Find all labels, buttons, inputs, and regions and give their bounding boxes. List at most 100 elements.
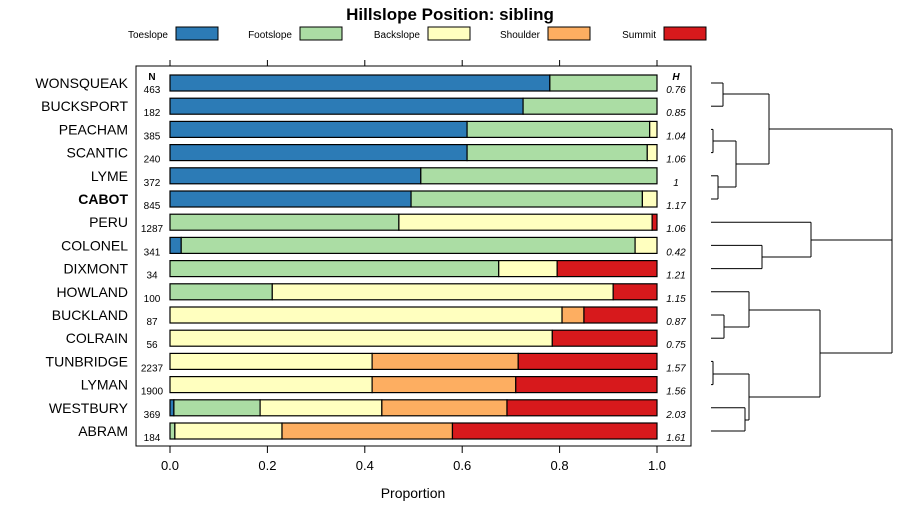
bar-row-colrain: COLRAIN 56 0.75 — [66, 329, 686, 351]
bar-row-peacham: PEACHAM 385 1.04 — [59, 120, 686, 142]
bar-segment-backslope — [169, 376, 373, 394]
n-value: 182 — [144, 108, 161, 119]
n-value: 240 — [144, 155, 161, 166]
n-value: 385 — [144, 131, 161, 142]
legend-swatch — [663, 26, 707, 41]
x-tick-label: 0.8 — [551, 458, 569, 473]
bar-segment-backslope — [271, 283, 614, 301]
bar-segment-footslope — [466, 120, 651, 139]
bar-segment-shoulder — [371, 376, 517, 394]
h-value: 0.76 — [666, 85, 686, 96]
h-header: H — [672, 72, 680, 83]
bar-segment-backslope — [649, 120, 658, 139]
bar-row-colonel: COLONEL 341 0.42 — [61, 236, 686, 258]
row-label: HOWLAND — [56, 284, 128, 300]
h-value: 1.15 — [666, 294, 686, 305]
bar-segment-summit — [551, 329, 658, 347]
bar-segment-backslope — [498, 260, 558, 278]
bar-segment-summit — [612, 283, 658, 301]
n-value: 34 — [146, 271, 158, 282]
n-value: 1287 — [141, 224, 164, 235]
h-value: 1.04 — [666, 131, 686, 142]
bar-segment-footslope — [169, 283, 273, 301]
x-tick-label: 1.0 — [648, 458, 666, 473]
bar-row-tunbridge: TUNBRIDGE 2237 1.57 — [46, 352, 686, 374]
row-label: DIXMONT — [63, 261, 128, 277]
row-label: SCANTIC — [67, 145, 128, 161]
x-axis-title: Proportion — [381, 485, 446, 501]
bar-segment-shoulder — [281, 422, 454, 440]
bar-segment-footslope — [410, 190, 643, 208]
bar-row-lyman: LYMAN 1900 1.56 — [81, 376, 686, 398]
n-value: 56 — [146, 340, 158, 351]
x-tick-label: 0.4 — [356, 458, 374, 473]
row-label: LYMAN — [81, 377, 128, 393]
bar-segment-summit — [556, 260, 658, 278]
h-value: 0.87 — [666, 317, 686, 328]
bar-row-cabot: CABOT 845 1.17 — [78, 190, 686, 212]
bar-segment-footslope — [466, 144, 648, 162]
h-value: 1.56 — [666, 387, 686, 398]
row-label: TUNBRIDGE — [46, 353, 128, 369]
legend-item-toeslope: Toeslope — [128, 26, 219, 41]
h-value: 0.75 — [666, 340, 686, 351]
bar-row-howland: HOWLAND 100 1.15 — [56, 283, 686, 305]
bar-row-peru: PERU 1287 1.06 — [89, 213, 686, 235]
legend-item-shoulder: Shoulder — [500, 26, 591, 41]
bar-segment-backslope — [398, 213, 653, 231]
bar-segment-backslope — [169, 329, 553, 347]
bar-segment-backslope — [634, 236, 658, 254]
bar-segment-backslope — [259, 399, 383, 417]
bar-segment-backslope — [174, 422, 283, 440]
legend-swatch — [427, 26, 471, 41]
n-value: 184 — [144, 433, 161, 444]
bar-segment-shoulder — [561, 306, 585, 324]
bar-segment-toeslope — [169, 97, 524, 115]
h-value: 0.85 — [666, 108, 686, 119]
bar-rows: WONSQUEAK 463 0.76 BUCKSPORT 182 0.85 PEACHAM 3… — [35, 74, 686, 444]
bar-segment-summit — [651, 213, 658, 231]
bar-segment-toeslope — [169, 144, 468, 162]
plot-frame — [135, 65, 692, 447]
h-value: 1.06 — [666, 155, 686, 166]
bar-segment-footslope — [180, 236, 636, 254]
bar-segment-toeslope — [169, 190, 412, 208]
bar-row-bucksport: BUCKSPORT 182 0.85 — [41, 97, 686, 119]
h-value: 1.06 — [666, 224, 686, 235]
legend-item-backslope: Backslope — [374, 26, 471, 41]
row-label: PEACHAM — [59, 121, 128, 137]
h-value: 0.42 — [666, 247, 686, 258]
legend-label: Toeslope — [128, 30, 168, 41]
bar-segment-footslope — [169, 260, 500, 278]
bar-segment-backslope — [646, 144, 658, 162]
bar-segment-backslope — [641, 190, 658, 208]
legend-swatch — [299, 26, 343, 41]
x-tick-label: 0.2 — [258, 458, 276, 473]
bar-segment-shoulder — [381, 399, 508, 417]
row-label: ABRAM — [78, 423, 128, 439]
row-label: COLRAIN — [66, 330, 128, 346]
row-label: BUCKLAND — [52, 307, 128, 323]
n-value: 845 — [144, 201, 161, 212]
h-value: 1.21 — [666, 271, 685, 282]
bar-segment-backslope — [169, 306, 563, 324]
bar-segment-shoulder — [371, 352, 519, 370]
row-label: COLONEL — [61, 237, 128, 253]
row-label: PERU — [89, 214, 128, 230]
bar-row-scantic: SCANTIC 240 1.06 — [67, 144, 686, 166]
bar-segment-footslope — [549, 74, 658, 92]
bar-segment-toeslope — [169, 167, 422, 185]
legend-swatch — [175, 26, 219, 41]
row-label: LYME — [91, 168, 128, 184]
n-value: 100 — [144, 294, 161, 305]
bar-segment-summit — [506, 399, 658, 417]
n-value: 2237 — [141, 363, 164, 374]
h-value: 2.03 — [665, 410, 686, 421]
bar-segment-toeslope — [169, 120, 468, 139]
legend-label: Backslope — [374, 30, 421, 41]
h-value: 1.61 — [666, 433, 685, 444]
row-label: WONSQUEAK — [35, 75, 128, 91]
bar-row-westbury: WESTBURY 369 2.03 — [49, 399, 686, 421]
h-value: 1.17 — [666, 201, 686, 212]
n-value: 87 — [146, 317, 158, 328]
